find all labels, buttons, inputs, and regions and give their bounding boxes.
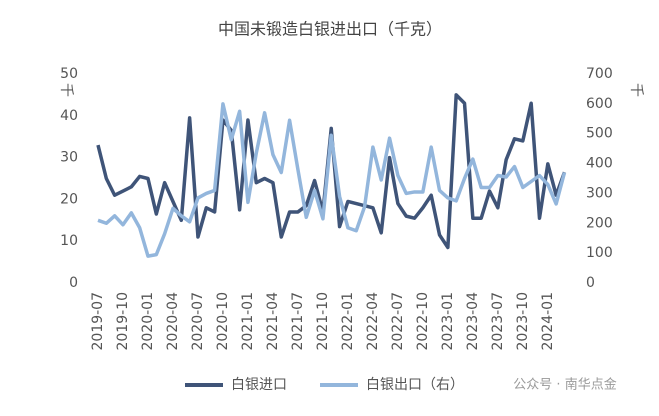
y2-tick-label: 700	[586, 66, 613, 82]
x-tick-label: 2020-07	[190, 292, 206, 351]
y2-tick-label: 0	[586, 275, 595, 291]
legend-label: 白银进口	[231, 377, 287, 393]
x-tick-label: 2020-10	[215, 292, 231, 351]
x-tick-label: 2019-10	[115, 292, 131, 351]
x-tick-label: 2021-04	[265, 292, 281, 351]
y-tick-label: 30	[60, 150, 78, 166]
series-line	[97, 102, 567, 258]
x-tick-label: 2021-10	[315, 292, 331, 351]
y-tick-label: 50	[60, 66, 78, 82]
y-tick-label: 10	[60, 233, 78, 249]
x-tick-label: 2022-01	[340, 292, 356, 351]
y2-tick-label: 300	[586, 185, 613, 201]
y2-tick-label: 600	[586, 96, 613, 112]
x-tick-label: 2022-10	[415, 292, 431, 351]
watermark: 公众号 · 南华点金	[513, 377, 616, 393]
x-tick-label: 2023-07	[490, 292, 506, 351]
y-tick-label: 40	[60, 108, 78, 124]
y2-axis-label: 千	[628, 83, 644, 97]
y2-tick-label: 500	[586, 126, 613, 142]
x-tick-label: 2021-01	[240, 292, 256, 351]
series-line	[96, 93, 567, 250]
x-tick-label: 2022-07	[390, 292, 406, 351]
x-tick-label: 2020-01	[140, 292, 156, 351]
y2-tick-label: 100	[586, 245, 613, 261]
x-tick-label: 2020-04	[165, 292, 181, 351]
y-tick-label: 20	[60, 191, 78, 207]
x-tick-label: 2023-01	[440, 292, 456, 351]
chart-title: 中国未锻造白银进出口（千克）	[218, 20, 442, 39]
y-axis-label: 千	[58, 83, 74, 97]
legend-label: 白银出口（右）	[366, 377, 464, 393]
y-tick-label: 0	[69, 275, 78, 291]
x-tick-label: 2021-07	[290, 292, 306, 351]
y2-tick-label: 400	[586, 156, 613, 172]
x-tick-label: 2023-04	[465, 292, 481, 351]
x-tick-label: 2019-07	[90, 292, 106, 351]
x-tick-label: 2024-01	[540, 292, 556, 351]
x-tick-label: 2023-10	[515, 292, 531, 351]
y2-tick-label: 200	[586, 215, 613, 231]
x-tick-label: 2022-04	[365, 292, 381, 351]
